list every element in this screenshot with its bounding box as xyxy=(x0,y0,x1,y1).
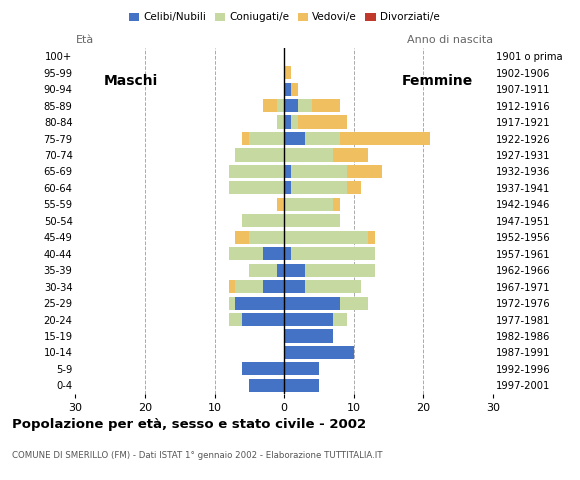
Bar xyxy=(347,165,382,178)
Bar xyxy=(312,99,340,112)
Bar xyxy=(284,83,291,96)
Bar xyxy=(235,280,263,293)
Bar xyxy=(263,99,277,112)
Bar xyxy=(305,280,361,293)
Bar xyxy=(263,247,284,260)
Bar xyxy=(284,379,319,392)
Bar xyxy=(284,132,305,145)
Bar xyxy=(284,181,291,194)
Bar xyxy=(284,99,298,112)
Bar xyxy=(284,165,291,178)
Bar xyxy=(284,148,333,162)
Bar xyxy=(340,132,430,145)
Bar xyxy=(291,83,298,96)
Bar xyxy=(242,214,284,228)
Bar xyxy=(249,379,284,392)
Bar xyxy=(277,198,284,211)
Text: Femmine: Femmine xyxy=(402,74,473,88)
Text: Anno di nascita: Anno di nascita xyxy=(407,35,493,45)
Bar xyxy=(340,297,368,310)
Bar xyxy=(333,313,347,326)
Bar xyxy=(284,66,291,79)
Bar xyxy=(249,231,284,244)
Bar xyxy=(298,99,312,112)
Text: Popolazione per età, sesso e stato civile - 2002: Popolazione per età, sesso e stato civil… xyxy=(12,418,366,431)
Bar xyxy=(235,297,284,310)
Bar xyxy=(284,313,333,326)
Bar xyxy=(347,181,361,194)
Bar xyxy=(298,116,347,129)
Bar xyxy=(291,181,347,194)
Bar xyxy=(284,231,368,244)
Bar xyxy=(284,329,333,343)
Bar xyxy=(333,198,340,211)
Bar xyxy=(229,247,263,260)
Bar xyxy=(277,116,284,129)
Bar xyxy=(229,280,235,293)
Bar xyxy=(242,132,249,145)
Bar xyxy=(229,165,284,178)
Text: COMUNE DI SMERILLO (FM) - Dati ISTAT 1° gennaio 2002 - Elaborazione TUTTITALIA.I: COMUNE DI SMERILLO (FM) - Dati ISTAT 1° … xyxy=(12,451,382,460)
Bar xyxy=(284,247,291,260)
Bar xyxy=(284,362,319,375)
Bar xyxy=(263,280,284,293)
Bar xyxy=(284,280,305,293)
Bar xyxy=(284,297,340,310)
Bar xyxy=(291,165,347,178)
Bar xyxy=(235,231,249,244)
Bar xyxy=(291,116,298,129)
Legend: Celibi/Nubili, Coniugati/e, Vedovi/e, Divorziati/e: Celibi/Nubili, Coniugati/e, Vedovi/e, Di… xyxy=(125,8,444,26)
Bar xyxy=(284,264,305,277)
Bar xyxy=(277,99,284,112)
Bar xyxy=(333,148,368,162)
Bar xyxy=(291,247,375,260)
Bar xyxy=(229,297,235,310)
Bar xyxy=(284,198,333,211)
Bar xyxy=(305,132,340,145)
Bar xyxy=(249,264,277,277)
Text: Maschi: Maschi xyxy=(104,74,158,88)
Bar xyxy=(229,181,284,194)
Bar xyxy=(242,362,284,375)
Bar xyxy=(284,116,291,129)
Bar xyxy=(242,313,284,326)
Bar xyxy=(284,346,354,359)
Bar xyxy=(368,231,375,244)
Bar xyxy=(235,148,284,162)
Bar xyxy=(229,313,242,326)
Bar xyxy=(284,214,340,228)
Text: Età: Età xyxy=(75,35,93,45)
Bar xyxy=(305,264,375,277)
Bar xyxy=(249,132,284,145)
Bar xyxy=(277,264,284,277)
